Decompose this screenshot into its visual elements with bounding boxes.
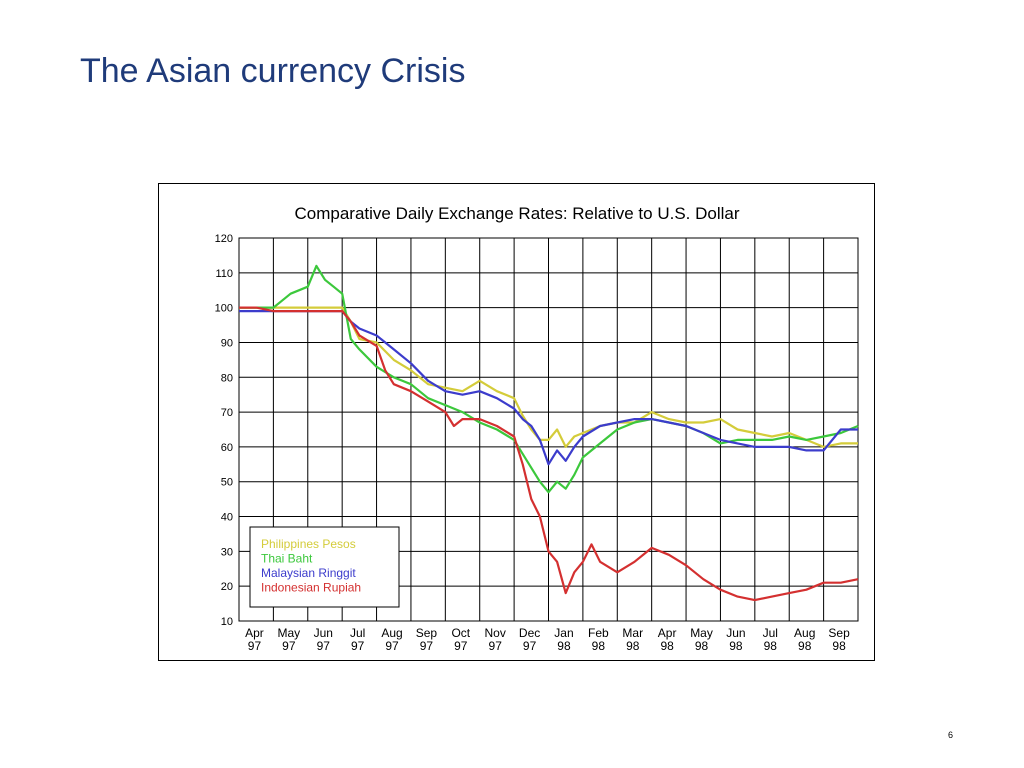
y-tick-label: 70 [221, 407, 233, 419]
y-tick-label: 110 [215, 268, 233, 280]
slide-title: The Asian currency Crisis [80, 52, 466, 90]
legend-box [249, 526, 400, 608]
x-tick-label-month: Jun [726, 626, 745, 640]
x-tick-label-year: 98 [798, 639, 812, 653]
y-tick-label: 50 [221, 477, 233, 489]
x-tick-label-month: Mar [622, 626, 643, 640]
x-tick-label-month: Jul [350, 626, 365, 640]
x-tick-label-year: 98 [764, 639, 778, 653]
x-tick-label-year: 97 [489, 639, 503, 653]
x-tick-label-year: 98 [832, 639, 846, 653]
y-tick-label: 60 [221, 442, 233, 454]
x-tick-label-month: Oct [451, 626, 470, 640]
y-tick-label: 120 [215, 233, 233, 245]
x-tick-label-month: Jan [554, 626, 573, 640]
chart-title: Comparative Daily Exchange Rates: Relati… [294, 204, 739, 223]
chart-frame: Comparative Daily Exchange Rates: Relati… [158, 183, 875, 661]
x-tick-label-month: Aug [381, 626, 402, 640]
x-tick-label-year: 97 [385, 639, 399, 653]
x-tick-label-year: 97 [317, 639, 331, 653]
y-tick-label: 10 [221, 616, 233, 628]
x-tick-label-year: 98 [626, 639, 640, 653]
legend-entry: Thai Baht [261, 552, 313, 566]
x-tick-label-month: Feb [588, 626, 609, 640]
x-tick-label-month: Jul [763, 626, 778, 640]
x-tick-label-month: Nov [485, 626, 506, 640]
y-tick-label: 20 [221, 581, 233, 593]
x-tick-label-year: 97 [248, 639, 262, 653]
series-line [239, 306, 859, 602]
page-number: 6 [948, 730, 954, 740]
x-tick-label-year: 97 [282, 639, 296, 653]
x-tick-label-year: 97 [523, 639, 537, 653]
x-tick-label-month: Dec [519, 626, 540, 640]
x-tick-label-month: Sep [416, 626, 438, 640]
x-tick-label-month: Jun [314, 626, 333, 640]
x-tick-label-month: May [278, 626, 301, 640]
x-tick-label-month: May [690, 626, 713, 640]
y-tick-label: 40 [221, 512, 233, 524]
series-line [239, 264, 859, 494]
y-tick-label: 30 [221, 546, 233, 558]
x-tick-label-year: 98 [557, 639, 571, 653]
x-tick-label-year: 97 [351, 639, 365, 653]
x-tick-label-year: 98 [592, 639, 606, 653]
exchange-rate-chart: Comparative Daily Exchange Rates: Relati… [215, 204, 859, 653]
x-tick-label-month: Apr [658, 626, 677, 640]
x-tick-label-year: 98 [695, 639, 709, 653]
x-tick-label-year: 98 [729, 639, 743, 653]
x-tick-label-month: Aug [794, 626, 815, 640]
x-tick-label-year: 97 [454, 639, 468, 653]
x-tick-label-year: 98 [660, 639, 674, 653]
x-tick-label-year: 97 [420, 639, 434, 653]
legend-entry: Indonesian Rupiah [261, 581, 361, 595]
x-tick-label-month: Apr [245, 626, 264, 640]
y-tick-label: 90 [221, 337, 233, 349]
legend-entry: Philippines Pesos [261, 537, 356, 551]
x-tick-label-month: Sep [828, 626, 850, 640]
y-tick-label: 100 [215, 303, 233, 315]
y-tick-label: 80 [221, 372, 233, 384]
legend-entry: Malaysian Ringgit [261, 566, 356, 580]
